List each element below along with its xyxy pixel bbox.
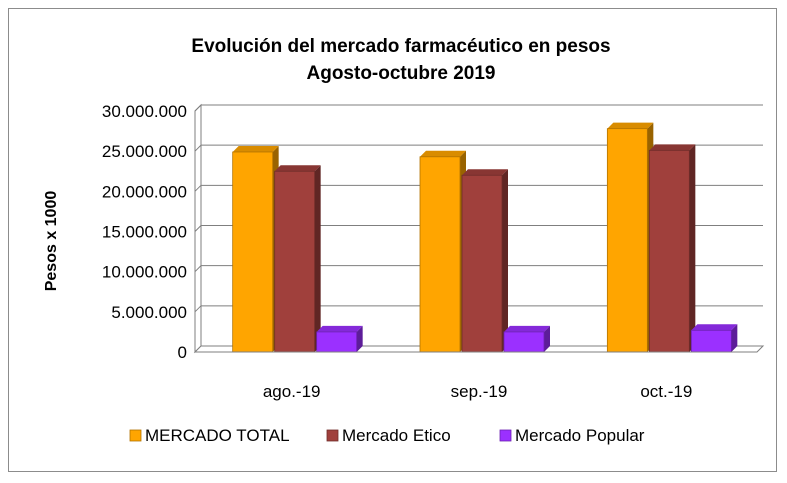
bar bbox=[232, 145, 279, 353]
bar-top bbox=[462, 169, 508, 176]
axes: 0 5.000.000 10.000.000 15.000.000 20.000.000… bbox=[102, 102, 757, 401]
chart-title: Evolución del mercado farmacéutico en pe… bbox=[191, 36, 610, 57]
bar bbox=[461, 169, 508, 353]
bar-chart: Evolución del mercado farmacéutico en pe… bbox=[43, 36, 765, 445]
bar-side bbox=[544, 325, 550, 352]
bar-top bbox=[649, 144, 696, 151]
bar-top bbox=[274, 165, 321, 172]
bar bbox=[690, 324, 738, 353]
bar-top bbox=[691, 324, 738, 331]
legend-swatch bbox=[499, 429, 512, 442]
bar-face bbox=[503, 331, 545, 353]
gridline bbox=[194, 104, 763, 112]
bar-side bbox=[356, 325, 363, 352]
legend-swatch bbox=[326, 429, 339, 442]
bar-side bbox=[689, 144, 696, 352]
bar-top bbox=[232, 145, 279, 152]
x-tick-label: oct.-19 bbox=[640, 382, 692, 401]
x-tick-label: sep.-19 bbox=[451, 382, 508, 401]
bar bbox=[419, 150, 466, 353]
y-tick-label: 20.000.000 bbox=[102, 182, 187, 201]
bar-side bbox=[731, 324, 738, 352]
bar-face bbox=[606, 128, 648, 353]
gridline bbox=[194, 305, 763, 313]
bar-face bbox=[419, 156, 461, 353]
y-axis-label: Pesos x 1000 bbox=[43, 191, 60, 292]
bar-side bbox=[314, 165, 321, 352]
bar-face bbox=[461, 174, 503, 353]
y-tick-label: 25.000.000 bbox=[102, 142, 187, 161]
bar-top bbox=[607, 122, 654, 129]
x-tick-label: ago.-19 bbox=[263, 382, 321, 401]
y-tick-label: 30.000.000 bbox=[102, 102, 187, 121]
gridline bbox=[194, 144, 763, 152]
bar-top bbox=[504, 325, 550, 332]
legend-label: Mercado Popular bbox=[515, 426, 645, 445]
bar-face bbox=[274, 170, 316, 353]
legend-swatch bbox=[129, 429, 142, 442]
chart-subtitle: Agosto-octubre 2019 bbox=[307, 63, 496, 84]
gridline bbox=[194, 184, 763, 192]
bar bbox=[606, 122, 654, 353]
gridline bbox=[194, 265, 763, 273]
legend: MERCADO TOTAL Mercado Etico Mercado Popula… bbox=[129, 426, 645, 445]
gridline bbox=[194, 225, 763, 232]
bar bbox=[316, 325, 363, 353]
y-tick-label: 0 bbox=[178, 343, 187, 362]
bar-face bbox=[690, 329, 732, 353]
bar-top bbox=[316, 325, 363, 332]
y-tick-label: 5.000.000 bbox=[111, 303, 187, 322]
y-tick-label: 10.000.000 bbox=[102, 263, 187, 282]
bars bbox=[232, 122, 738, 353]
legend-label: Mercado Etico bbox=[342, 426, 451, 445]
bar-top bbox=[420, 150, 466, 157]
bar-side bbox=[502, 169, 508, 352]
bar bbox=[503, 325, 550, 353]
bar bbox=[648, 144, 696, 353]
legend-label: MERCADO TOTAL bbox=[145, 426, 290, 445]
y-tick-label: 15.000.000 bbox=[102, 223, 187, 242]
bar-face bbox=[648, 149, 690, 353]
bar-face bbox=[232, 151, 274, 353]
bar-face bbox=[316, 331, 358, 353]
bar bbox=[274, 165, 321, 353]
chart-frame: Evolución del mercado farmacéutico en pe… bbox=[8, 8, 777, 472]
